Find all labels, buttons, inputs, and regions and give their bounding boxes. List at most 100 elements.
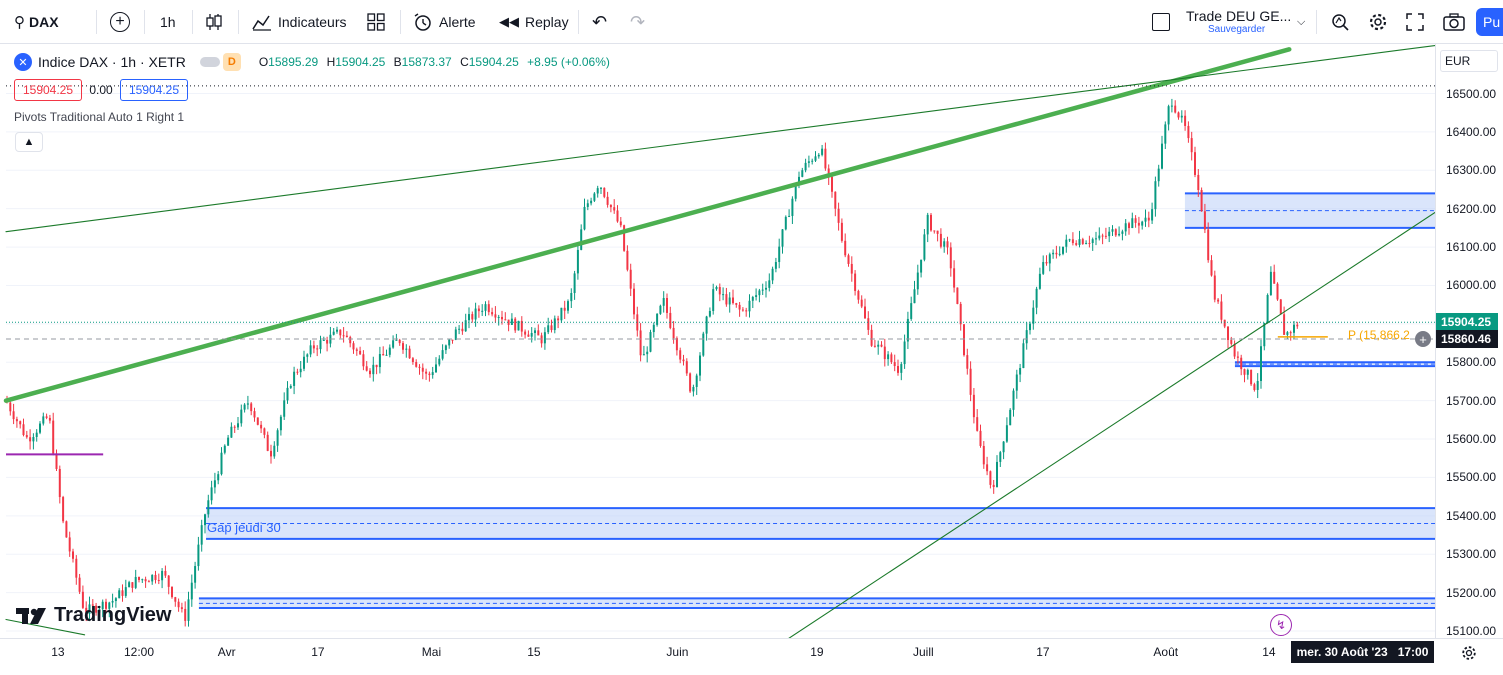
legend-title[interactable]: Indice DAX · 1h · XETR: [38, 54, 186, 70]
layout-name-button[interactable]: Trade DEU GE... Sauvegarder: [1186, 0, 1291, 44]
candle-body: [1111, 229, 1114, 232]
thin-trend-line[interactable]: [5, 44, 1435, 233]
candle-body: [1236, 356, 1239, 358]
candle-body: [1260, 346, 1262, 382]
undo-button[interactable]: ↶: [592, 0, 607, 44]
zone-fill[interactable]: [1184, 193, 1435, 228]
candle-body: [1289, 332, 1292, 334]
settings-button[interactable]: [1368, 0, 1388, 44]
candle-body: [375, 364, 378, 368]
candle-body: [345, 335, 348, 338]
candle-body: [461, 328, 464, 332]
candle-body: [187, 599, 190, 621]
collapse-legend-button[interactable]: ▲: [15, 132, 43, 152]
price-tick: 16500.00: [1446, 86, 1497, 101]
candle-body: [421, 367, 424, 372]
candle-body: [646, 351, 649, 355]
candle-body: [388, 347, 391, 355]
rewind-icon: ◀◀: [499, 14, 519, 29]
candle-body: [920, 259, 923, 273]
candle-body: [392, 340, 395, 348]
quick-search-button[interactable]: [1330, 0, 1350, 44]
chart-canvas[interactable]: [0, 0, 1435, 675]
candle-body: [1015, 374, 1018, 391]
candle-body: [474, 308, 477, 320]
candle-body: [1273, 271, 1276, 284]
gap-annotation[interactable]: Gap jeudi 30: [207, 520, 281, 535]
axis-settings-button[interactable]: [1460, 644, 1478, 662]
candle-body: [471, 314, 474, 320]
time-tick: Juin: [666, 645, 689, 659]
toggle-pill[interactable]: [199, 57, 220, 67]
candle-body: [1104, 235, 1107, 237]
candle-body: [428, 373, 431, 376]
candle-body: [817, 154, 820, 157]
currency-button[interactable]: EUR: [1440, 50, 1498, 72]
low-label: B: [393, 55, 402, 69]
pivots-indicator-label[interactable]: Pivots Traditional Auto 1 Right 1: [14, 110, 185, 124]
candle-body: [567, 301, 569, 311]
templates-button[interactable]: [367, 0, 385, 44]
chart-type-button[interactable]: [205, 0, 223, 44]
time-tick: 17: [311, 645, 325, 659]
interval-button[interactable]: 1h: [160, 0, 176, 44]
candle-body: [507, 319, 510, 325]
thick-trend-line[interactable]: [3, 47, 1292, 403]
candle-body: [144, 579, 147, 582]
candle-body: [1283, 314, 1286, 335]
candle-body: [319, 340, 322, 350]
candle-body: [623, 225, 626, 251]
symbol-search-button[interactable]: ⚲ DAX: [14, 0, 59, 44]
candle-body: [590, 200, 593, 204]
candle-body: [151, 574, 154, 582]
snapshot-button[interactable]: [1443, 0, 1465, 44]
candle-body: [276, 430, 279, 446]
layout-menu-button[interactable]: ⌵: [1297, 0, 1305, 44]
candle-body: [781, 229, 784, 247]
candle-body: [738, 304, 741, 310]
candle-body: [1019, 368, 1022, 375]
candle-body: [603, 187, 606, 197]
redo-button[interactable]: ↷: [630, 0, 645, 44]
compare-button[interactable]: +: [110, 0, 130, 44]
add-alert-plus-button[interactable]: +: [1415, 331, 1431, 348]
alert-button[interactable]: Alerte: [413, 0, 476, 44]
interval-label: 1h: [160, 14, 176, 30]
toolbar-divider: [144, 10, 145, 34]
candle-body: [190, 582, 193, 600]
candle-body: [1068, 239, 1071, 241]
candle-body: [174, 597, 177, 602]
candle-body: [91, 604, 94, 606]
candle-body: [385, 354, 388, 356]
price-tick: 15100.00: [1446, 624, 1497, 638]
fullscreen-button[interactable]: [1406, 0, 1424, 44]
thin-trend-line[interactable]: [755, 211, 1435, 661]
candle-body: [448, 339, 451, 346]
candle-body: [900, 364, 903, 373]
replay-button[interactable]: ◀◀ Replay: [499, 0, 569, 44]
candle-body: [45, 416, 48, 418]
candle-body: [969, 368, 972, 395]
candle-body: [1078, 239, 1081, 245]
sell-price-button[interactable]: 15904.25: [14, 79, 82, 101]
publish-button[interactable]: Pu: [1476, 8, 1503, 36]
tradingview-logo[interactable]: TradingView: [16, 604, 171, 627]
candle-body: [312, 345, 315, 349]
candle-body: [1213, 275, 1216, 300]
events-button[interactable]: ↯: [1270, 614, 1292, 636]
candle-body: [1137, 222, 1140, 226]
layout-checkbox[interactable]: [1152, 0, 1170, 44]
candle-body: [78, 577, 81, 592]
candle-body: [458, 328, 461, 330]
thin-trend-line[interactable]: [5, 618, 86, 636]
candle-body: [157, 579, 160, 581]
candle-body: [609, 204, 612, 208]
buy-price-button[interactable]: 15904.25: [120, 79, 188, 101]
candle-body: [1025, 330, 1028, 344]
last-price-badge: 15904.25: [1436, 313, 1498, 332]
symbol-logo[interactable]: ✕: [14, 53, 32, 71]
indicators-button[interactable]: Indicateurs: [252, 0, 346, 44]
time-axis[interactable]: 13 12:00 Avr 17 Mai 15 Juin 19 Juill 17 Août 14 mer…: [0, 638, 1503, 675]
candle-body: [718, 286, 721, 295]
chevron-down-icon: ⌵: [1297, 15, 1306, 28]
